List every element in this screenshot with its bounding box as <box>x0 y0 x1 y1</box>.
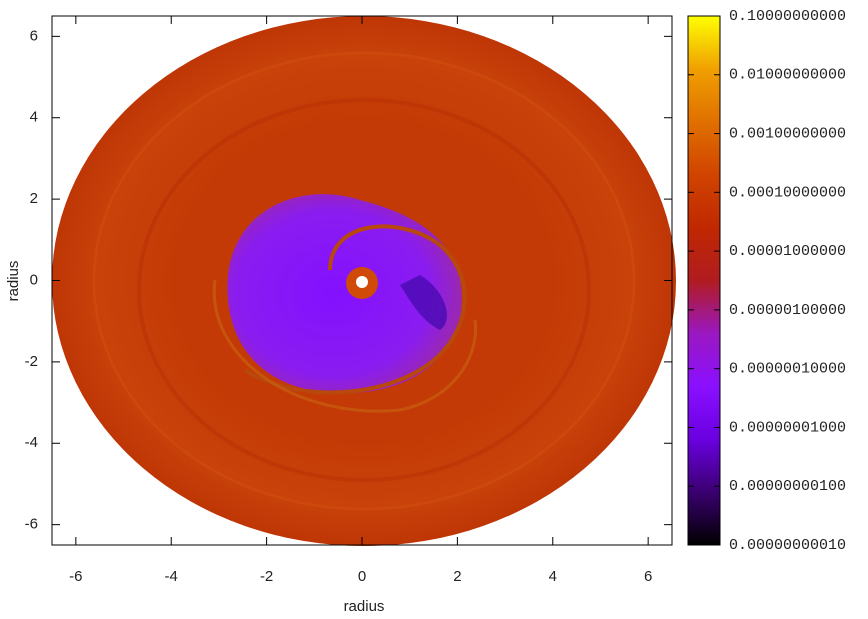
x-tick-label: 2 <box>453 568 461 585</box>
x-tick-label: -2 <box>260 568 273 585</box>
x-tick-label: 0 <box>358 568 366 585</box>
x-tick-label: -6 <box>69 568 82 585</box>
density-map <box>52 16 676 546</box>
y-tick-label: 2 <box>30 190 38 207</box>
y-tick-label: 0 <box>30 271 38 288</box>
y-tick-label: -2 <box>25 353 38 370</box>
x-axis-label: radius <box>344 598 385 615</box>
colorbar-tick-label: 0.00000010000 <box>729 361 846 378</box>
colorbar-tick-label: 0.00000000100 <box>729 478 846 495</box>
colorbar-tick-label: 0.00000001000 <box>729 419 846 436</box>
colorbar-tick-label: 0.00010000000 <box>729 184 846 201</box>
colorbar-tick-label: 0.00001000000 <box>729 243 846 260</box>
colorbar <box>687 15 721 546</box>
colorbar-tick-label: 0.10000000000 <box>729 8 846 25</box>
y-tick-label: -6 <box>25 516 38 533</box>
y-axis-label: radius <box>5 261 22 302</box>
y-tick-label: 6 <box>30 27 38 44</box>
colorbar-tick-label: 0.00000100000 <box>729 302 846 319</box>
colorbar-tick-label: 0.00100000000 <box>729 126 846 143</box>
x-tick-label: 6 <box>644 568 652 585</box>
colorbar-tick-label: 0.00000000010 <box>729 537 846 554</box>
y-tick-label: 4 <box>30 109 38 126</box>
y-tick-label: -4 <box>25 434 38 451</box>
colorbar-tick-label: 0.01000000000 <box>729 67 846 84</box>
x-tick-label: -4 <box>165 568 178 585</box>
x-tick-label: 4 <box>549 568 557 585</box>
